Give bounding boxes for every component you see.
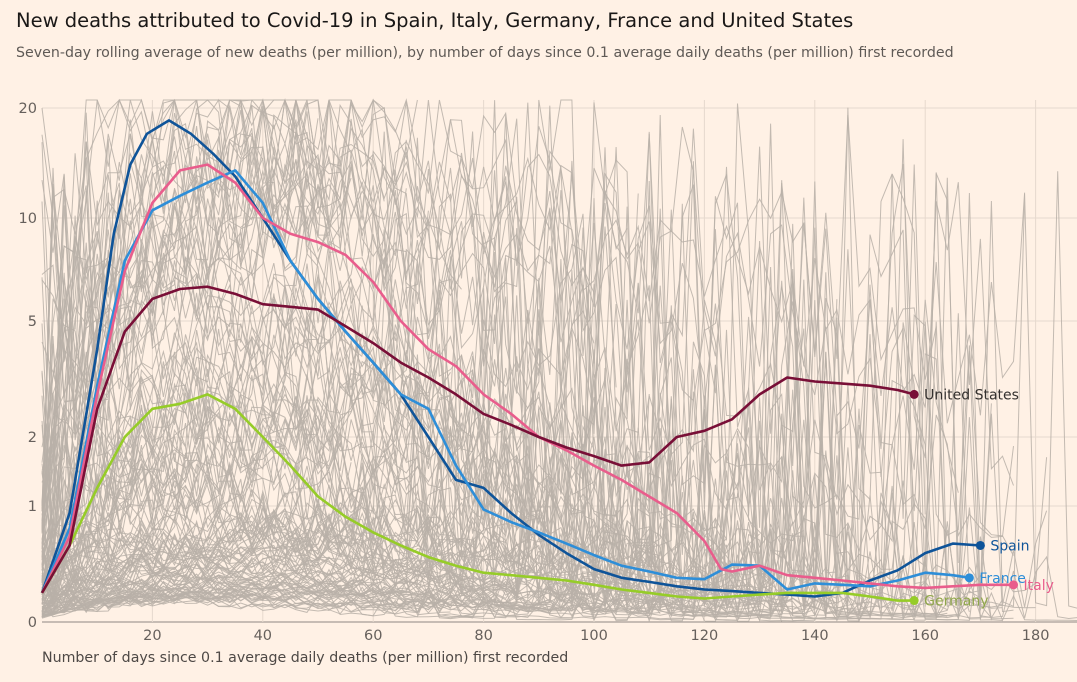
background-country-line [41, 99, 805, 544]
series-label-italy: Italy [1024, 578, 1054, 594]
x-tick-label: 40 [254, 628, 272, 644]
series-label-united-states: United States [924, 387, 1019, 403]
background-country-line [41, 485, 429, 604]
x-tick-label: 80 [474, 628, 492, 644]
background-country-line [41, 98, 937, 463]
series-line-france [40, 169, 970, 594]
background-country-line [41, 554, 827, 617]
background-country-line [41, 534, 308, 610]
background-country-line [41, 99, 1077, 609]
background-country-line [41, 565, 871, 622]
series-end-marker-italy [1009, 580, 1019, 590]
background-country-line [41, 587, 518, 619]
background-country-line [41, 302, 650, 584]
background-country-lines [41, 98, 1077, 623]
series-line-spain [40, 119, 981, 598]
series-line-germany [40, 393, 915, 602]
y-tick-label: 1 [28, 499, 37, 515]
background-country-line [41, 260, 838, 612]
background-country-line [41, 585, 727, 617]
background-country-line [41, 162, 672, 597]
background-country-line [41, 512, 341, 608]
x-tick-label: 60 [364, 628, 382, 644]
background-country-line [41, 166, 518, 559]
background-country-line [41, 263, 1014, 613]
series-end-marker-germany [909, 596, 919, 606]
background-country-line [41, 382, 352, 596]
background-country-line [41, 119, 1026, 548]
y-tick-label: 2 [28, 430, 37, 446]
x-tick-label: 100 [580, 628, 608, 644]
axis-ticks: 0 1 2 5 10 20 20 40 60 80 100 120 140 160 180 [19, 101, 1050, 644]
y-tick-label: 10 [19, 211, 37, 227]
background-country-line [41, 377, 617, 552]
y-tick-label: 5 [28, 314, 37, 330]
x-tick-label: 140 [801, 628, 829, 644]
y-tick-label: 0 [28, 615, 37, 631]
x-tick-label: 120 [691, 628, 719, 644]
x-tick-label: 20 [143, 628, 161, 644]
background-country-line [41, 98, 418, 543]
background-country-line [41, 518, 948, 618]
background-country-line [41, 240, 595, 558]
background-country-line [41, 452, 772, 609]
background-country-line [41, 591, 440, 618]
series-end-marker-united-states [909, 389, 919, 399]
background-country-line [41, 576, 771, 620]
background-country-line [41, 305, 981, 603]
background-country-line [41, 110, 628, 512]
background-country-line [41, 366, 937, 598]
chart-subtitle: Seven-day rolling average of new deaths … [16, 45, 954, 61]
series-end-marker-france [964, 573, 974, 583]
x-tick-label: 160 [911, 628, 939, 644]
series-line-united-states [40, 285, 915, 594]
background-country-line [41, 138, 838, 587]
background-country-line [41, 146, 407, 429]
background-country-line [41, 460, 1048, 608]
background-country-line [41, 591, 451, 618]
background-country-line [41, 350, 716, 585]
y-tick-label: 20 [19, 101, 37, 117]
background-country-line [41, 129, 429, 502]
background-country-line [41, 525, 540, 613]
series-end-marker-spain [975, 540, 985, 550]
background-country-line [41, 573, 672, 616]
series-label-spain: Spain [990, 538, 1029, 554]
background-country-line [41, 570, 871, 617]
x-axis-label: Number of days since 0.1 average daily d… [42, 650, 569, 666]
x-tick-label: 180 [1022, 628, 1050, 644]
series-label-germany: Germany [924, 594, 988, 610]
background-country-line [41, 194, 849, 606]
background-country-line [41, 571, 937, 614]
background-country-line [41, 551, 661, 615]
background-country-line [41, 349, 716, 590]
chart-title: New deaths attributed to Covid-19 in Spa… [16, 9, 854, 32]
